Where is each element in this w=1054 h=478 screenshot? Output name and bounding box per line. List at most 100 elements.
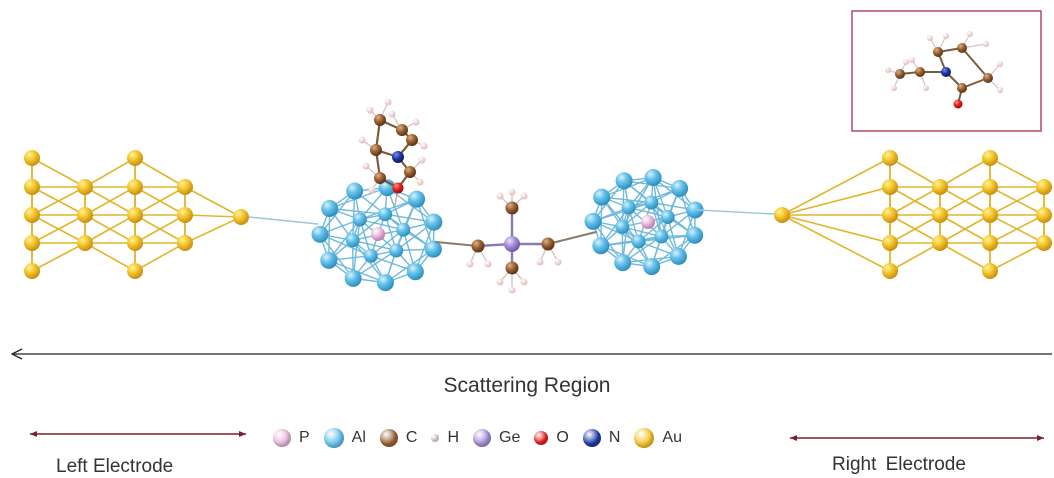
au-atom <box>982 263 998 279</box>
legend-item-ge: Ge <box>473 428 520 448</box>
h-atom <box>927 35 933 41</box>
bond <box>185 187 241 217</box>
h-atom <box>967 31 973 37</box>
ge-linker <box>436 189 596 294</box>
legend-item-n: N <box>583 428 621 448</box>
right-electrode-label: Right Electrode <box>832 454 966 476</box>
h-atom <box>369 187 376 194</box>
h-atom <box>997 87 1003 93</box>
au-apex-atom <box>774 207 790 223</box>
bond <box>782 215 890 271</box>
c-atom <box>542 238 555 251</box>
au-atom <box>77 207 93 223</box>
al-atom <box>320 252 337 269</box>
al-atom <box>312 226 329 243</box>
au-atom <box>932 235 948 251</box>
o-atom <box>954 100 963 109</box>
au-atom <box>1036 207 1052 223</box>
au-atom <box>24 150 40 166</box>
left-al-cluster <box>249 179 442 291</box>
right-electrode-arrow <box>790 435 1044 441</box>
bond <box>940 243 990 271</box>
h-atom <box>497 193 504 200</box>
au-atom <box>1036 235 1052 251</box>
c-atom <box>472 240 485 253</box>
au-swatch-icon <box>634 428 654 448</box>
bond <box>249 217 318 224</box>
al-atom <box>377 274 394 291</box>
al-atom <box>622 200 636 214</box>
h-atom <box>521 279 528 286</box>
au-atom <box>882 179 898 195</box>
h-atom <box>943 33 949 39</box>
scattering-region-label: Scattering Region <box>0 374 1054 398</box>
h-atom <box>413 119 420 126</box>
n-swatch-icon <box>583 429 601 447</box>
bond <box>32 243 85 271</box>
h-atom <box>385 99 392 106</box>
left-gold-electrode <box>24 150 249 279</box>
bond <box>782 215 890 243</box>
al-atom <box>425 214 442 231</box>
au-atom <box>982 179 998 195</box>
au-atom <box>932 207 948 223</box>
bond <box>135 243 185 271</box>
h-atom <box>485 261 492 268</box>
ge-swatch-icon <box>473 429 491 447</box>
bond <box>782 187 890 215</box>
al-atom <box>671 180 688 197</box>
au-atom <box>1036 179 1052 195</box>
bond <box>940 158 990 187</box>
au-atom <box>77 179 93 195</box>
au-atom <box>982 207 998 223</box>
h-atom <box>923 85 929 91</box>
scattering-arrow <box>12 349 1052 359</box>
h-atom <box>509 189 516 196</box>
legend-item-c: C <box>380 428 418 448</box>
bond <box>185 217 241 243</box>
c-atom <box>404 166 416 178</box>
au-atom <box>127 179 143 195</box>
al-atom <box>389 243 403 257</box>
c-atom <box>406 134 418 146</box>
h-atom <box>497 279 504 286</box>
legend-item-al: Al <box>324 428 366 448</box>
legend-item-o: O <box>534 428 568 448</box>
au-atom <box>24 235 40 251</box>
c-atom <box>374 114 386 126</box>
h-atom <box>885 67 891 73</box>
c-atom <box>957 83 967 93</box>
right-gold-electrode <box>774 150 1052 279</box>
ge-atom <box>504 236 520 252</box>
c-swatch-icon <box>380 429 398 447</box>
au-atom <box>882 150 898 166</box>
p-atom <box>641 215 655 229</box>
bond <box>32 158 85 187</box>
c-atom <box>506 202 519 215</box>
n-atom <box>392 151 404 163</box>
al-atom <box>686 227 703 244</box>
al-atom <box>661 210 675 224</box>
legend-item-h: H <box>431 428 459 448</box>
h-swatch-icon <box>431 434 439 442</box>
bond <box>548 232 596 244</box>
al-atom <box>632 234 646 248</box>
c-atom <box>915 67 925 77</box>
h-atom <box>467 261 474 268</box>
al-atom <box>364 249 378 263</box>
c-atom <box>957 43 967 53</box>
c-atom <box>933 47 943 57</box>
al-atom <box>615 220 629 234</box>
au-apex-atom <box>233 209 249 225</box>
au-atom <box>127 263 143 279</box>
au-atom <box>177 235 193 251</box>
h-atom <box>363 163 370 170</box>
al-atom <box>407 263 424 280</box>
c-atom <box>396 124 408 136</box>
au-atom <box>127 207 143 223</box>
bond <box>990 243 1044 271</box>
al-atom <box>643 258 660 275</box>
al-atom <box>345 270 362 287</box>
c-atom <box>895 69 905 79</box>
au-atom <box>24 263 40 279</box>
